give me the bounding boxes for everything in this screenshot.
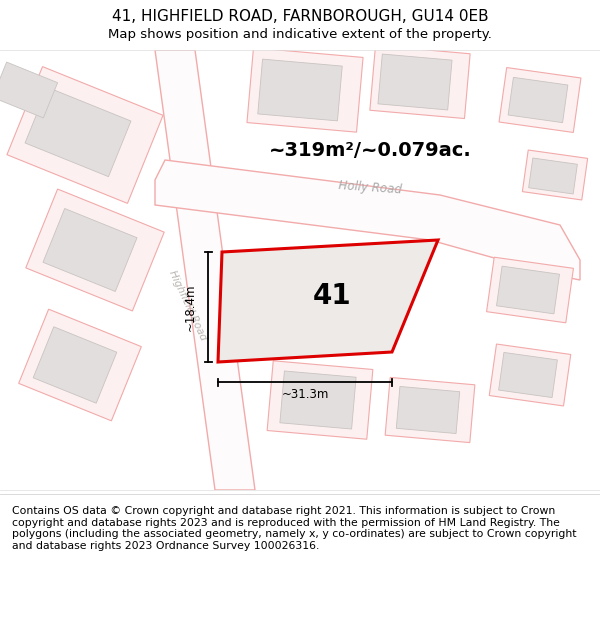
Text: 41, HIGHFIELD ROAD, FARNBOROUGH, GU14 0EB: 41, HIGHFIELD ROAD, FARNBOROUGH, GU14 0E… — [112, 9, 488, 24]
Polygon shape — [26, 189, 164, 311]
Polygon shape — [25, 88, 131, 177]
Text: Map shows position and indicative extent of the property.: Map shows position and indicative extent… — [108, 28, 492, 41]
Polygon shape — [267, 361, 373, 439]
Text: ~31.3m: ~31.3m — [281, 388, 329, 401]
Polygon shape — [247, 48, 363, 132]
Polygon shape — [496, 266, 560, 314]
Polygon shape — [33, 327, 117, 403]
Polygon shape — [155, 50, 255, 490]
Text: Highfield Road: Highfield Road — [167, 268, 209, 342]
Text: ~319m²/~0.079ac.: ~319m²/~0.079ac. — [269, 141, 472, 159]
Polygon shape — [378, 54, 452, 110]
Polygon shape — [499, 352, 557, 398]
Polygon shape — [385, 378, 475, 442]
Polygon shape — [280, 371, 356, 429]
Polygon shape — [529, 158, 577, 194]
Polygon shape — [258, 59, 342, 121]
Text: ~18.4m: ~18.4m — [184, 283, 197, 331]
Polygon shape — [7, 67, 163, 203]
Polygon shape — [0, 62, 58, 118]
Text: 41: 41 — [313, 282, 352, 311]
Polygon shape — [43, 209, 137, 291]
Polygon shape — [487, 258, 574, 322]
Polygon shape — [155, 160, 580, 280]
Polygon shape — [508, 78, 568, 122]
Polygon shape — [523, 150, 587, 200]
Text: Contains OS data © Crown copyright and database right 2021. This information is : Contains OS data © Crown copyright and d… — [12, 506, 577, 551]
Polygon shape — [19, 309, 142, 421]
Polygon shape — [489, 344, 571, 406]
Polygon shape — [370, 46, 470, 119]
Polygon shape — [499, 68, 581, 132]
Polygon shape — [218, 240, 438, 362]
Text: Holly Road: Holly Road — [338, 179, 402, 197]
Polygon shape — [396, 386, 460, 434]
